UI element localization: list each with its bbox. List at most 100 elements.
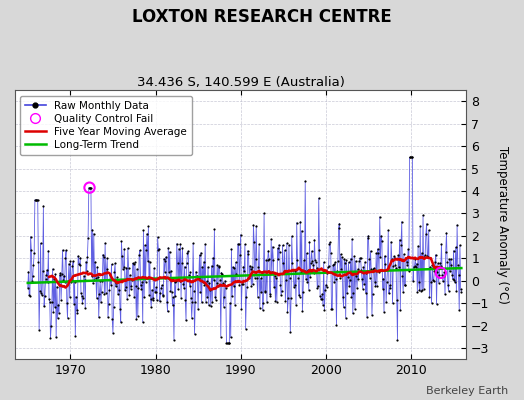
Point: [200, 259, 208, 265]
Point: [394, 252, 402, 258]
Point: [176, 241, 184, 247]
Point: [388, 300, 397, 306]
Point: [376, 214, 384, 220]
Point: [106, 272, 114, 278]
Point: [36, 288, 44, 294]
Point: [156, 290, 165, 296]
Point: [406, 154, 414, 161]
Point: [264, 248, 272, 254]
Point: [420, 254, 429, 260]
Point: [205, 280, 214, 286]
Point: [236, 252, 244, 258]
Point: [282, 240, 291, 246]
Point: [428, 300, 436, 306]
Point: [132, 316, 140, 322]
Point: [226, 300, 234, 306]
Point: [438, 241, 446, 247]
Point: [402, 258, 411, 265]
Point: [110, 304, 118, 311]
Point: [453, 222, 461, 228]
Point: [192, 268, 200, 275]
Point: [310, 237, 319, 243]
Point: [358, 276, 366, 282]
Point: [88, 226, 96, 233]
Point: [366, 248, 375, 254]
Point: [130, 259, 139, 266]
Point: [395, 264, 403, 270]
Point: [34, 258, 42, 265]
Point: [196, 249, 205, 256]
Point: [216, 277, 224, 283]
Point: [234, 241, 242, 247]
Point: [454, 261, 462, 268]
Point: [373, 282, 381, 289]
Point: [452, 244, 460, 250]
Point: [59, 277, 68, 283]
Point: [330, 261, 338, 268]
Point: [146, 296, 155, 302]
Point: [352, 273, 361, 279]
Point: [188, 299, 196, 305]
Point: [257, 289, 266, 295]
Point: [75, 261, 83, 267]
Point: [260, 288, 269, 294]
Point: [232, 271, 241, 278]
Point: [276, 281, 285, 288]
Point: [446, 256, 455, 262]
Point: [180, 263, 189, 270]
Point: [456, 242, 464, 248]
Point: [378, 238, 386, 244]
Point: [330, 279, 339, 285]
Point: [47, 323, 56, 329]
Point: [366, 274, 374, 281]
Point: [211, 294, 220, 300]
Point: [456, 286, 465, 292]
Point: [194, 274, 203, 281]
Point: [444, 288, 453, 294]
Point: [214, 263, 223, 269]
Point: [183, 250, 192, 256]
Point: [125, 292, 134, 298]
Point: [26, 293, 34, 299]
Point: [244, 250, 253, 257]
Point: [422, 231, 430, 238]
Point: [156, 298, 164, 304]
Point: [195, 252, 204, 258]
Point: [290, 283, 298, 290]
Point: [248, 281, 257, 288]
Point: [177, 294, 185, 301]
Legend: Raw Monthly Data, Quality Control Fail, Five Year Moving Average, Long-Term Tren: Raw Monthly Data, Quality Control Fail, …: [19, 96, 192, 155]
Point: [249, 222, 258, 228]
Point: [305, 239, 314, 245]
Point: [208, 262, 216, 269]
Point: [298, 308, 307, 314]
Point: [449, 276, 457, 282]
Point: [260, 210, 268, 216]
Point: [335, 220, 344, 227]
Point: [336, 251, 345, 258]
Point: [77, 290, 85, 296]
Point: [76, 254, 84, 261]
Point: [117, 238, 126, 244]
Point: [102, 290, 110, 296]
Point: [69, 258, 78, 264]
Point: [93, 264, 102, 270]
Point: [445, 256, 453, 262]
Point: [323, 270, 331, 277]
Point: [223, 340, 232, 347]
Point: [300, 257, 308, 264]
Point: [166, 288, 174, 295]
Point: [288, 233, 296, 240]
Point: [252, 223, 260, 229]
Point: [375, 269, 383, 276]
Point: [279, 260, 288, 267]
Point: [440, 269, 449, 276]
Point: [220, 304, 228, 310]
Point: [378, 286, 387, 292]
Point: [166, 248, 174, 255]
Point: [342, 315, 350, 321]
Point: [304, 286, 313, 293]
Point: [184, 272, 193, 278]
Point: [334, 225, 343, 232]
Point: [167, 268, 176, 274]
